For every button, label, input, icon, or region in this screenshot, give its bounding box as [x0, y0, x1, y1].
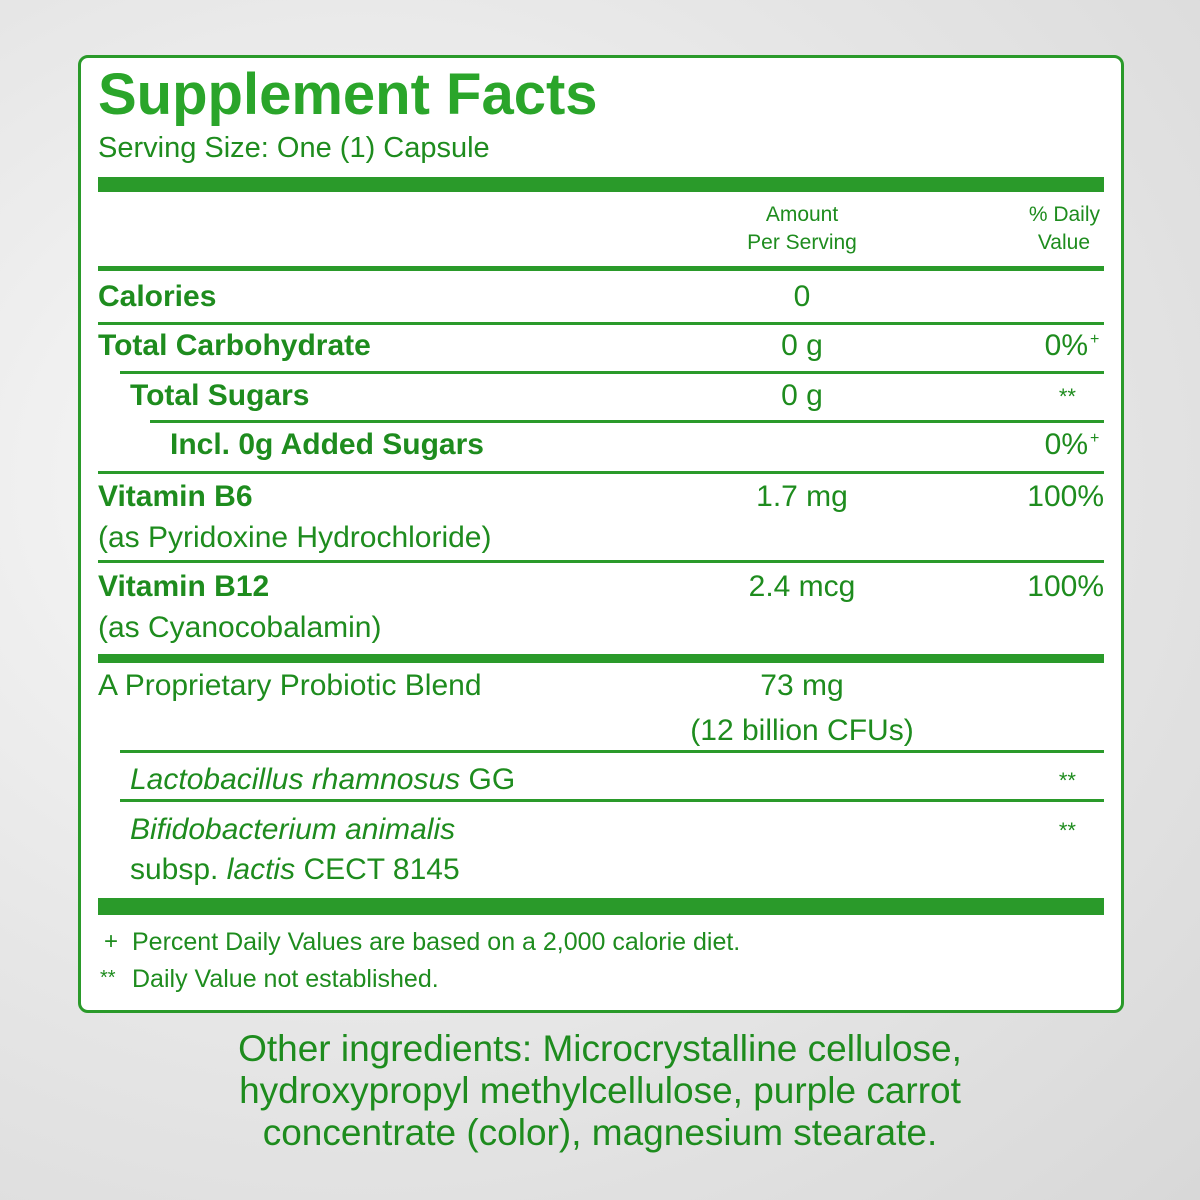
amount: 0 [793, 280, 811, 313]
rule [120, 371, 1104, 374]
daily-value: ** [1058, 818, 1076, 843]
rule [98, 654, 1104, 663]
nutrient: Total Carbohydrate [98, 329, 371, 362]
footnote: Percent Daily Values are based on a 2,00… [132, 928, 741, 956]
nutrient: Vitamin B12 [98, 570, 270, 603]
col-header: Value [1037, 231, 1090, 254]
col-header: Amount [765, 203, 839, 226]
dv-mark: + [1090, 331, 1100, 348]
daily-value: ** [1058, 768, 1076, 793]
rule [120, 750, 1104, 753]
strain-id: GG [468, 763, 516, 796]
footnote: Daily Value not established. [132, 965, 439, 993]
nutrient: Calories [98, 280, 217, 313]
daily-value: 0% [1044, 428, 1088, 461]
serving-size: Serving Size: One (1) Capsule [98, 132, 490, 164]
other-ingredients: concentrate (color), magnesium stearate. [262, 1112, 938, 1153]
daily-value: 100% [1027, 480, 1104, 513]
nutrient: Vitamin B6 [98, 480, 253, 513]
strain-genus: Bifidobacterium animalis [130, 813, 456, 846]
strain: Lactobacillus rhamnosus GG [130, 765, 515, 795]
rule [98, 560, 1104, 563]
amount: 1.7 mg [756, 480, 848, 513]
strain-id: CECT 8145 [303, 853, 460, 886]
nutrient: Incl. 0g Added Sugars [170, 428, 484, 461]
daily-value: 100% [1027, 570, 1104, 603]
strain-subsp-name: lactis [226, 853, 296, 886]
title: Supplement Facts [98, 62, 598, 127]
amount: 0 g [781, 379, 823, 412]
strain: Bifidobacterium animalis [130, 815, 455, 845]
rule [98, 266, 1104, 271]
facts-panel [78, 55, 1124, 1013]
footnote-symbol: + [104, 928, 119, 955]
daily-value: ** [1058, 384, 1076, 409]
blend-amount: 73 mg [760, 669, 844, 702]
blend-name: A Proprietary Probiotic Blend [98, 669, 482, 702]
strain-subsp: subsp. [130, 853, 219, 886]
other-ingredients: Other ingredients: Microcrystalline cell… [238, 1028, 962, 1069]
amount: 2.4 mcg [748, 570, 856, 603]
col-header: % Daily [1028, 203, 1100, 226]
rule [98, 471, 1104, 474]
strain-genus: Lactobacillus rhamnosus [130, 763, 461, 796]
rule [98, 898, 1104, 915]
dv-mark: + [1090, 430, 1100, 447]
rule [98, 322, 1104, 325]
nutrient: Total Sugars [130, 379, 310, 412]
footnote-symbol: ** [100, 967, 116, 989]
rule [98, 177, 1104, 192]
daily-value: 0% [1044, 329, 1088, 362]
nutrient-source: (as Pyridoxine Hydrochloride) [98, 521, 492, 554]
amount: 0 g [781, 329, 823, 362]
other-ingredients: hydroxypropyl methylcellulose, purple ca… [239, 1070, 961, 1111]
strain: subsp. lactis CECT 8145 [130, 855, 460, 885]
rule [150, 420, 1104, 423]
col-header: Per Serving [747, 231, 857, 254]
rule [120, 799, 1104, 802]
nutrient-source: (as Cyanocobalamin) [98, 611, 382, 644]
blend-amount: (12 billion CFUs) [690, 714, 914, 747]
